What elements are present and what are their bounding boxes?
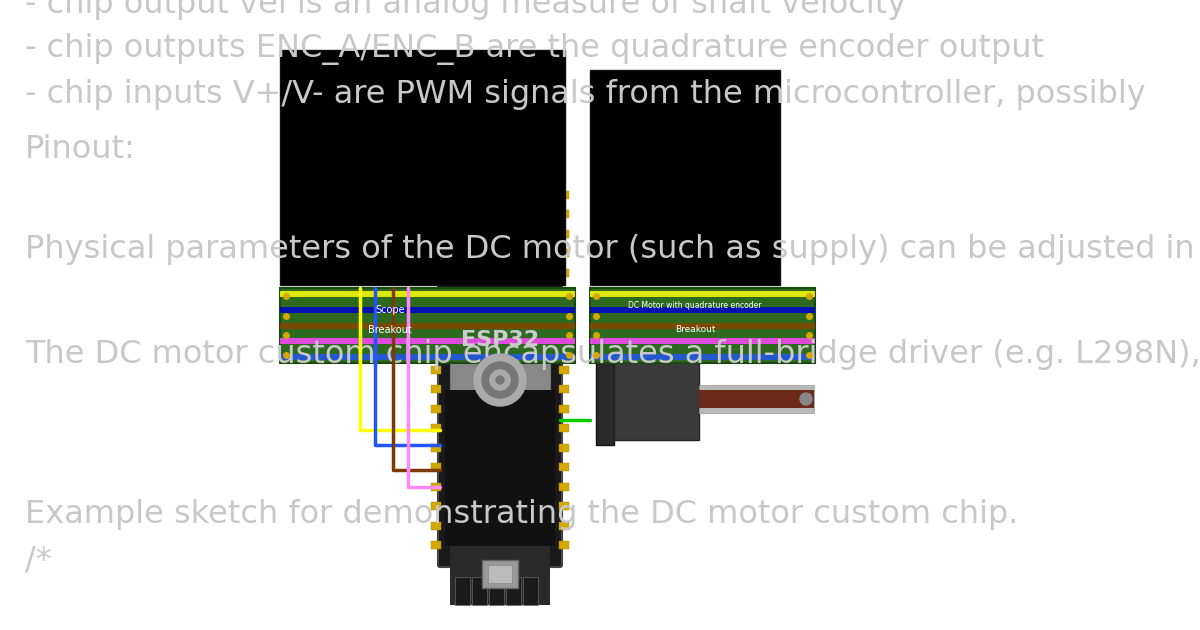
Bar [559, 249, 569, 257]
Circle shape [474, 354, 526, 406]
Bar [559, 405, 569, 413]
Bar [431, 541, 442, 549]
Bar [482, 560, 518, 588]
Bar [280, 323, 575, 328]
Bar [614, 360, 698, 440]
Bar [280, 307, 575, 312]
Bar [431, 483, 442, 491]
Bar [431, 425, 442, 432]
Bar [450, 545, 550, 605]
Bar [559, 346, 569, 355]
Bar [559, 269, 569, 277]
Bar [280, 288, 575, 363]
Bar [431, 463, 442, 471]
Bar [280, 354, 575, 360]
Bar [431, 346, 442, 355]
FancyBboxPatch shape [438, 173, 562, 567]
Bar [559, 522, 569, 530]
Bar [445, 389, 554, 546]
Text: - chip outputs ENC_A/ENC_B are the quadrature encoder output: - chip outputs ENC_A/ENC_B are the quadr… [25, 33, 1044, 65]
Text: Example sketch for demonstrating the DC motor custom chip.: Example sketch for demonstrating the DC … [25, 499, 1019, 530]
Bar [590, 291, 815, 297]
Bar [431, 249, 442, 257]
Bar [559, 366, 569, 374]
Bar [431, 522, 442, 530]
Text: Breakout: Breakout [368, 325, 412, 335]
Text: Breakout: Breakout [674, 326, 715, 335]
Bar [559, 386, 569, 394]
Circle shape [490, 370, 510, 390]
Bar [431, 210, 442, 219]
Bar [559, 288, 569, 296]
Bar [431, 269, 442, 277]
Bar [431, 502, 442, 510]
Bar [559, 541, 569, 549]
Bar [280, 338, 575, 344]
Circle shape [496, 376, 504, 384]
Bar [590, 288, 815, 363]
Bar [559, 502, 569, 510]
Bar [559, 425, 569, 432]
Bar [431, 307, 442, 316]
Bar [559, 230, 569, 238]
Bar [559, 483, 569, 491]
Bar [590, 338, 815, 344]
Bar [698, 385, 814, 413]
Bar [559, 210, 569, 219]
Bar [431, 386, 442, 394]
Bar [523, 577, 538, 605]
Bar [431, 191, 442, 199]
Text: The DC motor custom chip encapsulates a full-bridge driver (e.g. L298N), DC m: The DC motor custom chip encapsulates a … [25, 339, 1200, 370]
Bar [490, 577, 504, 605]
Bar [559, 463, 569, 471]
Text: - chip inputs V+/V- are PWM signals from the microcontroller, possibly: - chip inputs V+/V- are PWM signals from… [25, 79, 1146, 110]
Text: - chip output vel is an analog measure of shaft velocity: - chip output vel is an analog measure o… [25, 0, 906, 20]
Bar [590, 70, 780, 285]
Bar [559, 327, 569, 335]
Text: Pinout:: Pinout: [25, 134, 136, 165]
Bar [431, 327, 442, 335]
Bar [698, 390, 814, 408]
Bar [590, 354, 815, 360]
Bar [596, 355, 614, 445]
Text: Scope: Scope [376, 305, 404, 315]
Bar [280, 50, 565, 285]
Bar [590, 307, 815, 312]
Bar [559, 444, 569, 452]
Bar [431, 230, 442, 238]
Bar [559, 307, 569, 316]
Bar [488, 565, 512, 583]
Text: /*: /* [25, 544, 52, 575]
Bar [431, 405, 442, 413]
Bar [431, 288, 442, 296]
Circle shape [800, 393, 812, 405]
Text: ESP32: ESP32 [461, 330, 539, 350]
Bar [280, 291, 575, 297]
Bar [431, 366, 442, 374]
Text: Physical parameters of the DC motor (such as supply) can be adjusted in: Physical parameters of the DC motor (suc… [25, 234, 1195, 265]
Circle shape [482, 362, 518, 398]
Bar [455, 577, 470, 605]
Bar [472, 577, 487, 605]
Bar [431, 444, 442, 452]
Text: DC Motor with quadrature encoder: DC Motor with quadrature encoder [629, 301, 762, 309]
Bar [590, 323, 815, 328]
Bar [506, 577, 521, 605]
Bar [559, 191, 569, 199]
Bar [450, 310, 550, 490]
